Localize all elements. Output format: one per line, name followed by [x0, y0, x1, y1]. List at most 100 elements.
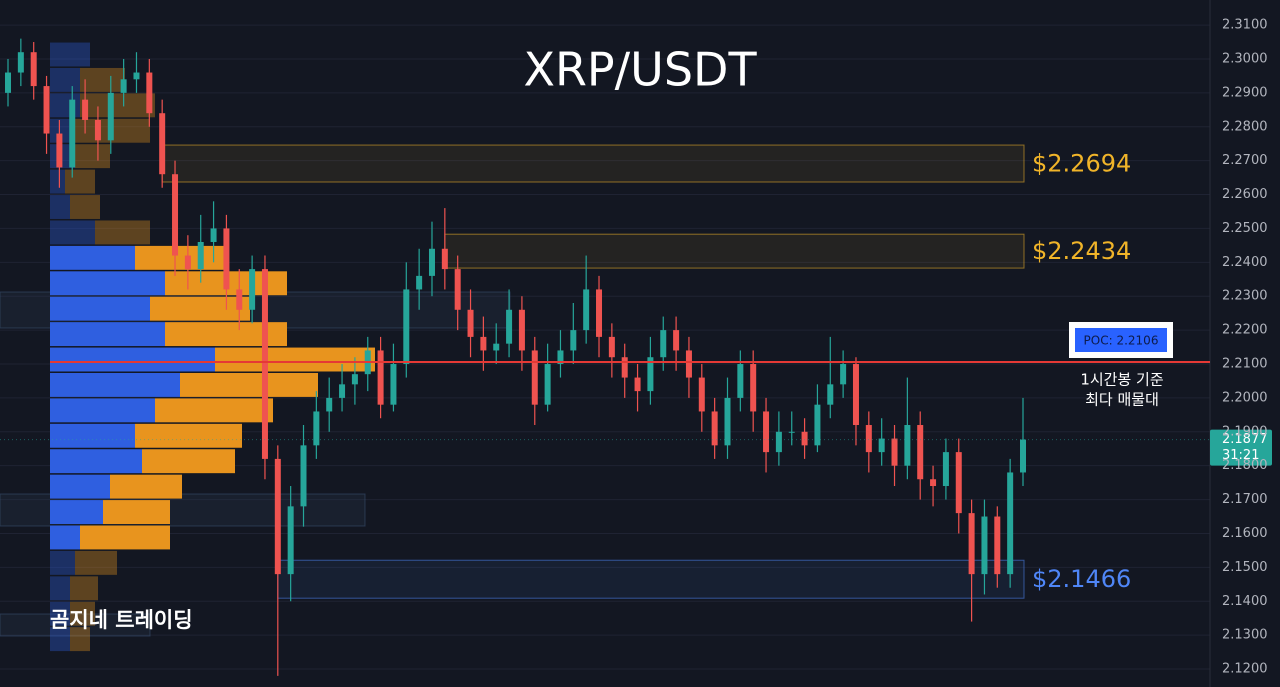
- profile-sell: [65, 169, 95, 194]
- profile-buy: [50, 525, 80, 550]
- profile-sell: [75, 144, 110, 169]
- zone: [444, 233, 1025, 269]
- profile-buy: [50, 372, 180, 397]
- y-tick-label: 2.2200: [1222, 323, 1268, 338]
- candle-body: [814, 404, 821, 446]
- candle-body: [107, 92, 114, 141]
- candle-body: [43, 86, 50, 134]
- candle-body: [236, 289, 243, 310]
- profile-buy: [50, 67, 80, 92]
- profile-buy: [50, 322, 165, 347]
- profile-sell: [142, 449, 235, 474]
- y-tick-label: 2.2100: [1222, 357, 1268, 372]
- y-tick-label: 2.2800: [1222, 119, 1268, 134]
- profile-buy: [50, 601, 70, 626]
- profile-buy: [50, 93, 80, 118]
- candle-body: [711, 411, 718, 446]
- profile-buy: [50, 271, 165, 296]
- y-tick-label: 2.2000: [1222, 390, 1268, 405]
- candle-body: [390, 364, 397, 405]
- poc-label: POC: 2.2106: [1084, 334, 1159, 348]
- candle-body: [210, 228, 217, 242]
- candle-body: [416, 275, 423, 290]
- candle-body: [300, 445, 307, 507]
- profile-sell: [70, 195, 100, 219]
- watermark: 곰지네 트레이딩: [50, 608, 193, 632]
- candle-body: [249, 269, 256, 310]
- candle-body: [724, 397, 731, 446]
- candle-body: [133, 72, 140, 80]
- profile-sell: [103, 500, 170, 525]
- candle-body: [557, 350, 564, 365]
- profile-buy: [50, 627, 70, 652]
- profile-sell: [75, 550, 117, 575]
- candle-body: [865, 425, 872, 453]
- profile-sell: [110, 474, 182, 499]
- candle-body: [5, 72, 11, 93]
- candle-body: [955, 452, 962, 514]
- candle-body: [788, 431, 795, 433]
- faint-zone: [0, 613, 151, 637]
- candle-body: [840, 364, 847, 385]
- candle-body: [673, 330, 680, 351]
- y-tick-label: 2.1900: [1222, 424, 1268, 439]
- candle-body: [326, 397, 333, 412]
- profile-sell: [80, 67, 125, 92]
- candle-body: [467, 309, 474, 337]
- candle-body: [583, 289, 590, 331]
- candle-body: [608, 336, 615, 358]
- y-tick-label: 2.1700: [1222, 492, 1268, 507]
- y-tick-label: 2.1600: [1222, 526, 1268, 541]
- y-tick-label: 2.2700: [1222, 153, 1268, 168]
- candle-body: [596, 289, 603, 337]
- y-tick-label: 2.2500: [1222, 221, 1268, 236]
- candle-body: [287, 506, 294, 575]
- candle-body: [763, 411, 770, 453]
- y-tick-label: 2.1400: [1222, 594, 1268, 609]
- profile-buy: [50, 449, 142, 474]
- candle-body: [197, 241, 204, 270]
- candle-body: [69, 99, 76, 168]
- candle-body: [493, 343, 500, 351]
- candle-body: [518, 309, 525, 351]
- candle-body: [737, 364, 744, 398]
- last-price-box: [1210, 429, 1272, 466]
- y-tick-label: 2.1300: [1222, 628, 1268, 643]
- profile-buy: [50, 423, 135, 448]
- profile-sell: [165, 322, 287, 347]
- candle-body: [904, 425, 911, 466]
- zone-label: $2.2694: [1032, 150, 1131, 178]
- candle-body: [775, 431, 782, 453]
- y-tick-label: 2.2900: [1222, 85, 1268, 100]
- candle-body: [544, 364, 551, 405]
- candle-body: [878, 438, 885, 453]
- candle-body: [942, 452, 949, 487]
- profile-sell: [135, 245, 228, 270]
- chart-title: XRP/USDT: [523, 43, 757, 97]
- candle-body: [17, 52, 24, 73]
- candle-body: [1007, 472, 1014, 575]
- candle-body: [968, 513, 975, 575]
- candle-body: [685, 350, 692, 378]
- profile-buy: [50, 144, 75, 169]
- y-tick-label: 2.3000: [1222, 51, 1268, 66]
- profile-sell: [155, 398, 273, 423]
- countdown-label: 31:21: [1222, 448, 1259, 463]
- candle-body: [634, 377, 641, 392]
- profile-sell: [70, 576, 98, 601]
- candle-body: [531, 350, 538, 405]
- y-tick-label: 2.3100: [1222, 18, 1268, 33]
- candle-body: [120, 79, 127, 93]
- candle-body: [223, 228, 230, 290]
- poc-box-inner: [1075, 328, 1167, 352]
- profile-buy: [50, 220, 95, 245]
- candle-body: [917, 425, 924, 480]
- candle-body: [441, 248, 448, 270]
- profile-buy: [50, 347, 215, 372]
- profile-sell: [150, 296, 250, 321]
- candle-body: [852, 364, 859, 426]
- candle-body: [570, 330, 577, 351]
- zone: [277, 559, 1025, 599]
- profile-sell: [215, 347, 375, 372]
- candle-body: [172, 174, 179, 256]
